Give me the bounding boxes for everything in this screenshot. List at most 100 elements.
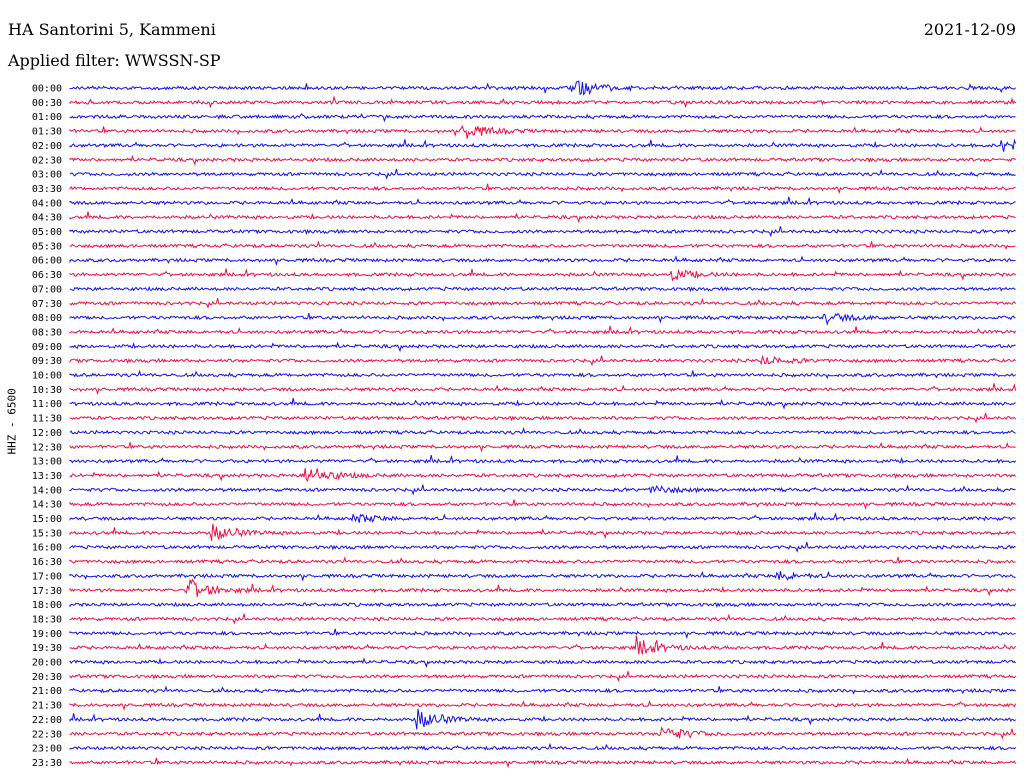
row-time-label: 17:00 <box>32 571 62 582</box>
row-time-label: 11:00 <box>32 399 62 410</box>
row-time-label: 05:30 <box>32 241 62 252</box>
trace-line <box>69 80 1016 96</box>
trace-line <box>69 268 1016 282</box>
trace-line <box>69 383 1017 396</box>
row-time-label: 02:30 <box>32 155 62 166</box>
row-time-label: 00:00 <box>32 84 62 95</box>
trace-line <box>69 112 1016 123</box>
row-time-label: 01:00 <box>32 112 62 123</box>
filter-label: Applied filter: WWSSN-SP <box>8 51 221 70</box>
trace-line <box>69 757 1017 769</box>
trace-line <box>69 211 1016 224</box>
row-time-label: 13:30 <box>32 471 62 482</box>
trace-line <box>69 484 1016 496</box>
row-time-label: 03:30 <box>32 184 62 195</box>
row-time-label: 01:30 <box>32 127 62 138</box>
row-time-label: 23:30 <box>32 758 62 769</box>
trace-line <box>69 183 1016 195</box>
row-time-label: 22:30 <box>32 729 62 740</box>
trace-line <box>69 369 1016 380</box>
trace-line <box>69 297 1017 309</box>
row-time-label: 04:30 <box>32 213 62 224</box>
trace-line <box>69 427 1016 436</box>
trace-line <box>69 454 1016 464</box>
trace-line <box>69 742 1016 752</box>
row-time-label: 19:30 <box>32 643 62 654</box>
row-time-label: 11:30 <box>32 414 62 425</box>
trace-line <box>69 708 1016 730</box>
trace-line <box>69 628 1016 640</box>
row-time-label: 05:00 <box>32 227 62 238</box>
row-time-label: 04:00 <box>32 198 62 209</box>
row-time-label: 10:30 <box>32 385 62 396</box>
row-time-label: 10:00 <box>32 371 62 382</box>
trace-line <box>69 441 1016 453</box>
row-time-label: 06:00 <box>32 256 62 267</box>
row-time-label: 16:30 <box>32 557 62 568</box>
station-title: HA Santorini 5, Kammeni <box>8 20 216 39</box>
trace-line <box>69 685 1016 695</box>
trace-line <box>69 523 1016 541</box>
trace-line <box>69 512 1016 523</box>
row-time-label: 09:30 <box>32 356 62 367</box>
row-time-label: 19:00 <box>32 629 62 640</box>
row-time-label: 15:00 <box>32 514 62 525</box>
trace-line <box>69 240 1016 250</box>
trace-line <box>69 578 1016 598</box>
row-time-label: 12:00 <box>32 428 62 439</box>
row-time-label: 09:00 <box>32 342 62 353</box>
trace-line <box>69 226 1016 238</box>
trace-line <box>69 124 1016 139</box>
row-time-label: 16:00 <box>32 543 62 554</box>
trace-line <box>69 285 1016 293</box>
trace-line <box>69 325 1017 335</box>
row-time-label: 07:30 <box>32 299 62 310</box>
row-time-label: 14:00 <box>32 485 62 496</box>
trace-line <box>69 412 1017 424</box>
trace-line <box>69 657 1016 668</box>
trace-line <box>69 499 1016 510</box>
trace-line <box>69 398 1016 410</box>
row-time-label: 14:30 <box>32 500 62 511</box>
trace-line <box>69 312 1016 327</box>
trace-line <box>69 138 1017 152</box>
trace-line <box>69 556 1016 565</box>
row-time-label: 08:00 <box>32 313 62 324</box>
trace-line <box>69 168 1016 180</box>
row-time-label: 07:00 <box>32 284 62 295</box>
trace-line <box>69 467 1017 482</box>
row-time-label: 21:00 <box>32 686 62 697</box>
trace-line <box>69 341 1016 353</box>
trace-line <box>69 196 1016 206</box>
trace-line <box>69 613 1016 625</box>
row-time-label: 12:30 <box>32 442 62 453</box>
trace-line <box>69 601 1017 608</box>
row-time-label: 08:30 <box>32 327 62 338</box>
trace-line <box>69 635 1017 655</box>
trace-line <box>69 541 1016 553</box>
trace-line <box>69 671 1017 682</box>
row-time-label: 18:00 <box>32 600 62 611</box>
row-time-label: 17:30 <box>32 586 62 597</box>
row-time-label: 00:30 <box>32 98 62 109</box>
row-time-label: 02:00 <box>32 141 62 152</box>
row-time-label: 20:00 <box>32 658 62 669</box>
row-time-label: 21:30 <box>32 701 62 712</box>
trace-line <box>69 95 1016 109</box>
trace-line <box>69 570 1016 582</box>
row-time-label: 20:30 <box>32 672 62 683</box>
trace-line <box>69 726 1016 740</box>
trace-line <box>69 354 1016 367</box>
trace-line <box>69 154 1016 166</box>
date-label: 2021-12-09 <box>923 20 1016 39</box>
row-time-label: 22:00 <box>32 715 62 726</box>
trace-line <box>69 255 1016 267</box>
row-time-label: 15:30 <box>32 528 62 539</box>
row-time-label: 23:00 <box>32 744 62 755</box>
row-time-label: 18:30 <box>32 614 62 625</box>
row-time-label: 06:30 <box>32 270 62 281</box>
row-time-label: 03:00 <box>32 170 62 181</box>
trace-line <box>69 700 1017 711</box>
row-time-label: 13:00 <box>32 457 62 468</box>
